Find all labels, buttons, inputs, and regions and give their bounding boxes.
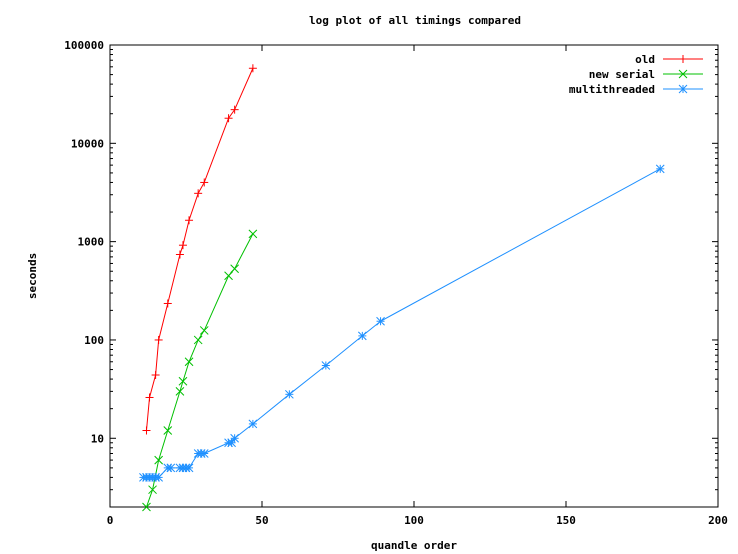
y-tick-label: 10000 [71,137,104,150]
data-point [200,178,209,187]
data-point [357,331,367,341]
y-tick-label: 10 [91,432,104,445]
data-point [199,326,209,335]
plot-frame [109,44,719,508]
data-point [230,264,239,274]
data-point [230,105,239,114]
series-new-serial [142,229,258,512]
series-old [142,64,257,435]
x-tick-label: 200 [708,514,728,527]
x-tick-label: 50 [255,514,268,527]
data-point [230,433,239,443]
series-layer [139,64,665,512]
data-point [679,55,687,63]
data-point [178,376,188,386]
data-point [248,229,258,239]
data-point [184,463,194,473]
chart-title: log plot of all timings compared [309,14,521,27]
data-point [224,271,233,281]
x-tick-label: 100 [404,514,424,527]
data-point [148,485,157,495]
data-point [154,455,163,465]
series-line [146,233,254,508]
x-tick-label: 150 [556,514,576,527]
data-point [142,426,151,435]
data-point [185,216,194,225]
data-point [376,316,385,326]
data-point [285,389,294,399]
y-axis-label: seconds [26,253,39,299]
series-multithreaded [139,164,665,482]
data-point [655,164,665,174]
data-point [193,335,203,345]
y-tick-label: 100000 [64,39,104,52]
data-point [184,357,194,367]
data-point [166,463,176,473]
legend-label: new serial [589,68,655,81]
legend-item: multithreaded [569,83,703,96]
x-tick-label: 0 [107,514,114,527]
data-point [151,371,160,380]
data-point [678,84,688,94]
data-point [199,449,209,458]
data-point [224,114,233,123]
data-point [248,419,258,429]
series-line [145,68,254,431]
data-point [163,299,172,308]
y-tick-label: 1000 [78,236,105,249]
data-point [163,426,173,435]
data-point [175,250,184,259]
data-point [154,473,163,482]
data-point [142,502,151,512]
legend-label: multithreaded [569,83,655,96]
data-point [321,361,331,370]
data-point [154,335,163,344]
legend: old new serial multithreaded [569,53,703,96]
series-line [143,168,661,478]
data-point [145,393,154,402]
data-point [678,69,688,79]
data-point [194,189,203,198]
y-tick-label: 100 [84,334,104,347]
axis-ticks: 0 50 100 150 200 10 100 1000 10000 100000 [64,39,728,527]
legend-item: old [635,53,703,66]
data-point [178,241,187,250]
legend-item: new serial [589,68,703,81]
legend-label: old [635,53,655,66]
data-point [175,387,185,396]
data-point [248,64,257,73]
x-axis-label: quandle order [371,539,457,552]
